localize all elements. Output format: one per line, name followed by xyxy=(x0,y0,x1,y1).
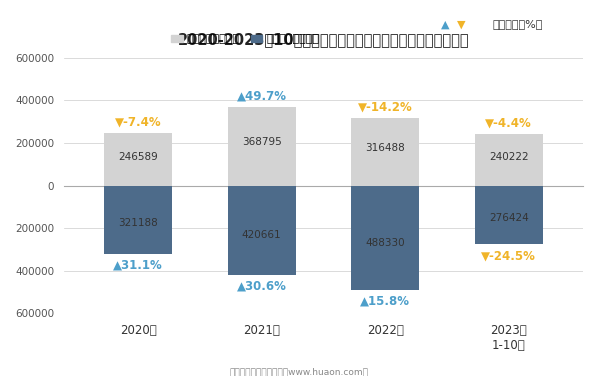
Bar xyxy=(228,107,295,185)
Bar xyxy=(104,185,172,254)
Bar xyxy=(351,118,419,185)
Text: 488330: 488330 xyxy=(365,238,405,248)
Text: 321188: 321188 xyxy=(118,218,158,228)
Text: ▼-14.2%: ▼-14.2% xyxy=(358,100,413,114)
Text: 368795: 368795 xyxy=(242,137,282,147)
Text: ▼-7.4%: ▼-7.4% xyxy=(115,115,161,128)
Text: ▲31.1%: ▲31.1% xyxy=(113,259,163,272)
Text: ▼-4.4%: ▼-4.4% xyxy=(486,117,532,130)
Text: ▲: ▲ xyxy=(441,20,450,29)
Text: 246589: 246589 xyxy=(118,152,158,162)
Text: 240222: 240222 xyxy=(489,152,529,162)
Text: ▼: ▼ xyxy=(457,20,465,29)
Text: ▲49.7%: ▲49.7% xyxy=(237,89,286,102)
Legend: 出口额（万美元）, 进口额（万美元）: 出口额（万美元）, 进口额（万美元） xyxy=(167,30,324,49)
Bar xyxy=(104,133,172,185)
Text: 制图：华经产业研究院（www.huaon.com）: 制图：华经产业研究院（www.huaon.com） xyxy=(230,367,368,376)
Text: 316488: 316488 xyxy=(365,143,405,153)
Text: 2022年: 2022年 xyxy=(367,324,404,337)
Bar xyxy=(351,185,419,290)
Text: 同比增长（%）: 同比增长（%） xyxy=(493,20,544,29)
Text: 2020年: 2020年 xyxy=(120,324,157,337)
Bar xyxy=(475,185,543,244)
Bar xyxy=(475,134,543,185)
Text: 2021年: 2021年 xyxy=(243,324,280,337)
Text: 420661: 420661 xyxy=(242,230,282,240)
Text: 2023年
1-10月: 2023年 1-10月 xyxy=(490,324,527,352)
Title: 2020-2023年10月廊坊市商品收发货人所在地进、出口额统计: 2020-2023年10月廊坊市商品收发货人所在地进、出口额统计 xyxy=(178,32,469,47)
Text: 276424: 276424 xyxy=(489,213,529,223)
Text: ▲30.6%: ▲30.6% xyxy=(237,280,286,293)
Text: ▼-24.5%: ▼-24.5% xyxy=(481,249,536,262)
Bar xyxy=(228,185,295,275)
Text: ▲15.8%: ▲15.8% xyxy=(360,294,410,307)
